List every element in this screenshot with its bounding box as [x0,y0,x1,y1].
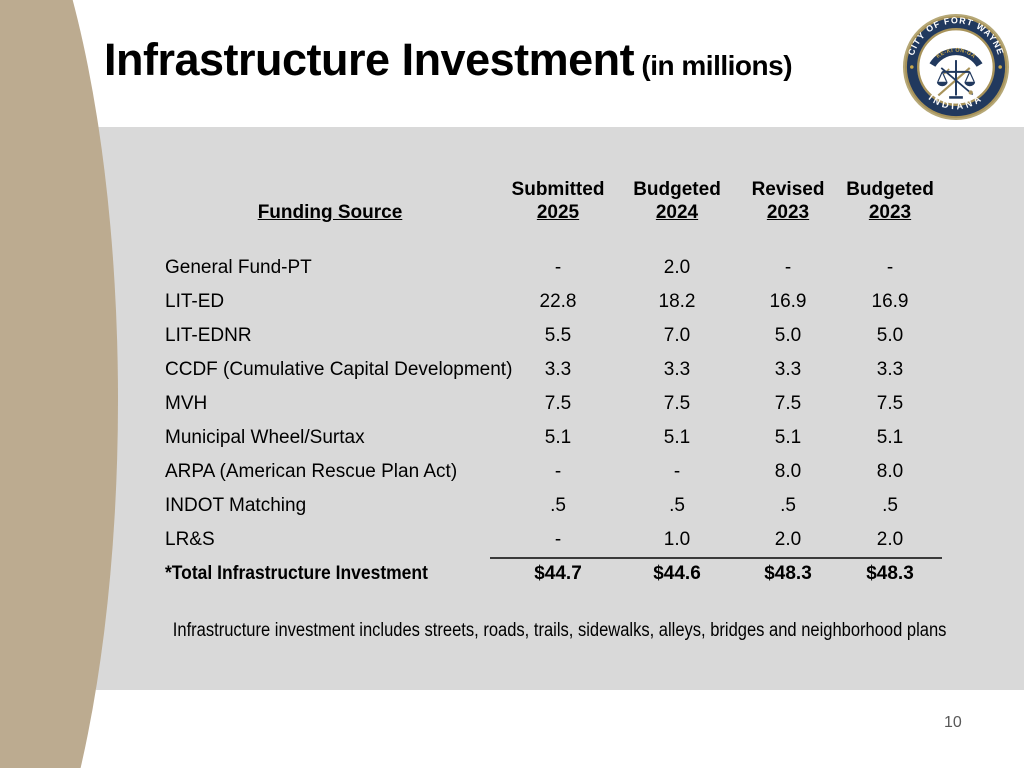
footnote-text: Infrastructure investment includes stree… [173,620,947,641]
value-cell: - [784,257,792,278]
value-cell: .5 [550,495,566,516]
seal-banner [929,48,983,67]
column-header-year: 2024 [655,202,699,223]
column-header-revised-2023: Revised 2023 [733,178,843,224]
table-header: Funding Source Submitted 2025 Budgeted 2… [165,178,937,224]
value-cell: 3.3 [876,359,904,380]
table-row: Municipal Wheel/Surtax 5.1 5.1 5.1 5.1 [165,421,937,455]
value-cell: 3.3 [544,359,572,380]
content-panel [96,127,1024,690]
funding-source-header: Funding Source [257,202,403,223]
value-cell: 16.9 [871,291,909,312]
column-header-budgeted-2023: Budgeted 2023 [843,178,937,224]
value-cell: 5.0 [774,325,802,346]
value-cell: 5.1 [544,427,572,448]
value-cell: - [886,257,894,278]
row-label: General Fund-PT [165,257,312,278]
page-title: Infrastructure Investment (in millions) [104,34,793,86]
table-row: CCDF (Cumulative Capital Development) 3.… [165,353,937,387]
value-cell: 8.0 [876,461,904,482]
total-value-cell: $48.3 [764,563,812,584]
value-cell: 7.0 [663,325,691,346]
seal-left-dot [910,65,914,69]
value-cell: 2.0 [876,529,904,550]
city-of-fort-wayne-seal-icon: CITY OF FORT WAYNE INDIANA KE-KI ON-GA [902,13,1010,121]
total-value-cell: $48.3 [866,563,914,584]
value-cell: 3.3 [774,359,802,380]
column-header-label: Revised [751,179,825,200]
value-cell: 2.0 [663,257,691,278]
value-cell: 5.0 [876,325,904,346]
column-header-year: 2023 [766,202,810,223]
value-cell: 8.0 [774,461,802,482]
value-cell: - [554,461,562,482]
column-header-budgeted-2024: Budgeted 2024 [621,178,733,224]
footnote: Infrastructure investment includes stree… [96,620,1024,642]
value-cell: 5.1 [876,427,904,448]
table-row: General Fund-PT - 2.0 - - [165,251,937,285]
total-row-label: *Total Infrastructure Investment [165,563,428,584]
value-cell: - [673,461,681,482]
total-value-cell: $44.6 [653,563,701,584]
table-row: LIT-EDNR 5.5 7.0 5.0 5.0 [165,319,937,353]
table-row: INDOT Matching .5 .5 .5 .5 [165,489,937,523]
table-body: General Fund-PT - 2.0 - - LIT-ED 22.8 18… [165,251,937,557]
scales-of-justice-icon [936,60,976,99]
total-value-cell: $44.7 [534,563,582,584]
table-row: LR&S - 1.0 2.0 2.0 [165,523,937,557]
table-row: LIT-ED 22.8 18.2 16.9 16.9 [165,285,937,319]
value-cell: 3.3 [663,359,691,380]
row-label: MVH [165,393,208,414]
column-header-label: Submitted [511,179,605,200]
row-label: LIT-ED [165,291,225,312]
column-header-year: 2023 [868,202,912,223]
value-cell: 5.1 [774,427,802,448]
value-cell: - [554,529,562,550]
column-header-year: 2025 [536,202,580,223]
title-text: Infrastructure Investment [104,34,635,85]
column-header-label: Budgeted [846,179,934,200]
table-row: MVH 7.5 7.5 7.5 7.5 [165,387,937,421]
value-cell: .5 [780,495,796,516]
value-cell: 5.1 [663,427,691,448]
value-cell: 22.8 [539,291,577,312]
value-cell: 1.0 [663,529,691,550]
row-label: Municipal Wheel/Surtax [165,427,365,448]
value-cell: 7.5 [663,393,691,414]
page-number: 10 [944,714,962,731]
row-label: INDOT Matching [165,495,307,516]
column-header-label: Budgeted [633,179,721,200]
column-header-submitted-2025: Submitted 2025 [495,178,621,224]
value-cell: .5 [882,495,898,516]
row-label: LR&S [165,529,215,550]
funding-table: Funding Source Submitted 2025 Budgeted 2… [165,178,942,591]
row-label: CCDF (Cumulative Capital Development) [165,359,513,380]
total-row: *Total Infrastructure Investment $44.7 $… [165,557,937,591]
value-cell: 2.0 [774,529,802,550]
left-accent-shape [0,0,118,768]
value-cell: 18.2 [658,291,696,312]
row-label: LIT-EDNR [165,325,252,346]
total-divider-line [490,557,942,559]
value-cell: 5.5 [544,325,572,346]
value-cell: 7.5 [544,393,572,414]
title-suffix: (in millions) [634,50,793,81]
row-label: ARPA (American Rescue Plan Act) [165,461,458,482]
value-cell: .5 [669,495,685,516]
seal-right-dot [998,65,1002,69]
table-row: ARPA (American Rescue Plan Act) - - 8.0 … [165,455,937,489]
value-cell: 7.5 [774,393,802,414]
value-cell: 16.9 [769,291,807,312]
value-cell: 7.5 [876,393,904,414]
value-cell: - [554,257,562,278]
